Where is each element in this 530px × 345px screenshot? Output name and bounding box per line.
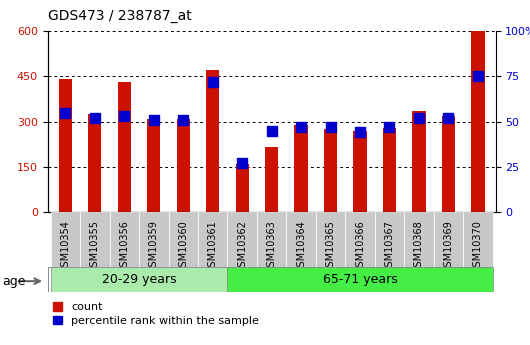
- FancyBboxPatch shape: [375, 212, 404, 267]
- Text: GSM10362: GSM10362: [237, 220, 247, 273]
- Legend: count, percentile rank within the sample: count, percentile rank within the sample: [53, 302, 259, 326]
- Bar: [118, 82, 131, 212]
- FancyBboxPatch shape: [345, 212, 375, 267]
- FancyBboxPatch shape: [139, 212, 169, 267]
- Text: GSM10366: GSM10366: [355, 220, 365, 273]
- FancyBboxPatch shape: [227, 267, 492, 292]
- Text: GSM10361: GSM10361: [208, 220, 218, 273]
- Bar: [471, 31, 484, 212]
- Bar: [176, 119, 190, 212]
- Text: GSM10369: GSM10369: [444, 220, 453, 273]
- Text: GSM10359: GSM10359: [149, 220, 159, 273]
- FancyBboxPatch shape: [316, 212, 345, 267]
- Bar: [442, 116, 455, 212]
- Text: GSM10363: GSM10363: [267, 220, 277, 273]
- Bar: [383, 128, 396, 212]
- Bar: [147, 119, 161, 212]
- Text: 20-29 years: 20-29 years: [102, 273, 176, 286]
- FancyBboxPatch shape: [51, 212, 80, 267]
- Text: GSM10355: GSM10355: [90, 220, 100, 274]
- FancyBboxPatch shape: [463, 212, 492, 267]
- FancyBboxPatch shape: [80, 212, 110, 267]
- Text: GDS473 / 238787_at: GDS473 / 238787_at: [48, 9, 191, 23]
- FancyBboxPatch shape: [51, 267, 227, 292]
- Text: GSM10370: GSM10370: [473, 220, 483, 273]
- Text: GSM10354: GSM10354: [60, 220, 70, 273]
- Text: GSM10368: GSM10368: [414, 220, 424, 273]
- Bar: [324, 129, 337, 212]
- Bar: [295, 125, 308, 212]
- Text: GSM10367: GSM10367: [384, 220, 394, 273]
- Bar: [59, 79, 72, 212]
- FancyBboxPatch shape: [227, 212, 257, 267]
- Text: GSM10360: GSM10360: [178, 220, 188, 273]
- Bar: [265, 147, 278, 212]
- FancyBboxPatch shape: [257, 212, 286, 267]
- Bar: [206, 70, 219, 212]
- Text: age: age: [3, 275, 26, 288]
- FancyBboxPatch shape: [434, 212, 463, 267]
- Bar: [235, 164, 249, 212]
- FancyBboxPatch shape: [404, 212, 434, 267]
- Text: 65-71 years: 65-71 years: [323, 273, 398, 286]
- Bar: [88, 114, 101, 212]
- Bar: [354, 131, 367, 212]
- FancyBboxPatch shape: [169, 212, 198, 267]
- Text: GSM10364: GSM10364: [296, 220, 306, 273]
- FancyBboxPatch shape: [198, 212, 227, 267]
- Bar: [412, 111, 426, 212]
- Text: GSM10356: GSM10356: [119, 220, 129, 273]
- FancyBboxPatch shape: [110, 212, 139, 267]
- Text: GSM10365: GSM10365: [325, 220, 335, 273]
- FancyBboxPatch shape: [286, 212, 316, 267]
